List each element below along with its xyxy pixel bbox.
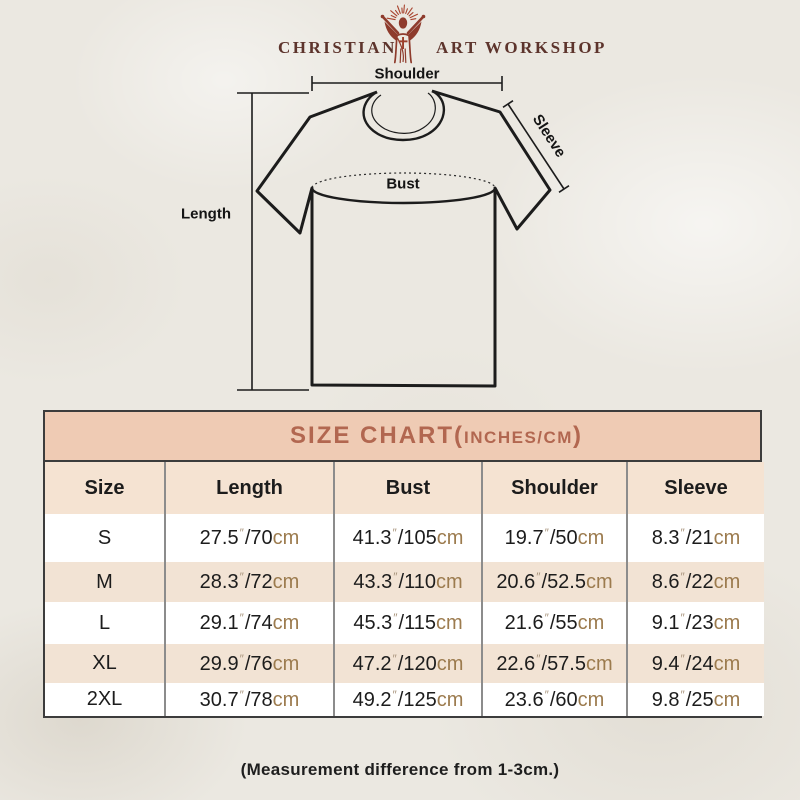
measurement-cell: 22.6″/57.5cm	[481, 644, 627, 683]
measurement-cell: 49.2″/125cm	[333, 683, 482, 716]
measurement-note: (Measurement difference from 1-3cm.)	[240, 760, 560, 779]
size-cell: S	[97, 526, 112, 549]
col-header-size: Size	[45, 462, 165, 514]
size-cell: L	[98, 611, 111, 634]
col-header-shoulder: Shoulder	[481, 462, 627, 514]
measurement-cell: 8.3″/21cm	[626, 514, 764, 562]
size-cell: 2XL	[86, 688, 123, 710]
measurement-cell: 19.7″/50cm	[481, 514, 627, 562]
col-header-length: Length	[164, 462, 334, 514]
measurement-cell: 47.2″/120cm	[333, 644, 482, 683]
brand-header: CHRISTIAN	[0, 0, 800, 70]
shoulder-label: Shoulder	[374, 65, 440, 83]
size-chart-title-text: SIZE CHART	[290, 422, 455, 449]
measurement-cell: 45.3″/115cm	[333, 602, 482, 644]
col-header-bust: Bust	[333, 462, 482, 514]
table-row: S 27.5″/70cm 41.3″/105cm 19.7″/50cm 8.3″…	[45, 514, 764, 562]
length-label: Length	[181, 205, 231, 223]
size-chart-title: SIZE CHART(INCHES/CM)	[45, 412, 760, 462]
table-row: L 29.1″/74cm 45.3″/115cm 21.6″/55cm 9.1″…	[45, 602, 764, 644]
brand-name-right: ART WORKSHOP	[436, 38, 607, 57]
measurement-cell: 29.9″/76cm	[164, 644, 334, 683]
measurement-cell: 41.3″/105cm	[333, 514, 482, 562]
measurement-cell: 9.1″/23cm	[626, 602, 764, 644]
measurement-cell: 28.3″/72cm	[164, 562, 334, 602]
table-row: M 28.3″/72cm 43.3″/110cm 20.6″/52.5cm 8.…	[45, 562, 764, 602]
table-row: XL 29.9″/76cm 47.2″/120cm 22.6″/57.5cm 9…	[45, 644, 764, 683]
measurement-cell: 9.8″/25cm	[626, 683, 764, 716]
measurement-cell: 20.6″/52.5cm	[481, 562, 627, 602]
table-header-row: Size Length Bust Shoulder Sleeve	[45, 462, 764, 514]
measurement-cell: 8.6″/22cm	[626, 562, 764, 602]
size-cell: M	[96, 570, 113, 593]
measurement-cell: 27.5″/70cm	[164, 514, 334, 562]
sleeve-label: Sleeve	[528, 111, 570, 161]
size-table: Size Length Bust Shoulder Sleeve S 27.5″…	[45, 462, 764, 716]
size-chart-unit: INCHES/CM	[464, 428, 573, 447]
table-row: 2XL 30.7″/78cm 49.2″/125cm 23.6″/60cm 9.…	[45, 683, 764, 716]
jesus-with-rays-icon	[380, 4, 426, 64]
measurement-cell: 30.7″/78cm	[164, 683, 334, 716]
size-chart: SIZE CHART(INCHES/CM) Size Length Bust S…	[43, 410, 764, 718]
measurement-cell: 23.6″/60cm	[481, 683, 627, 716]
col-header-sleeve: Sleeve	[626, 462, 764, 514]
bust-label: Bust	[386, 175, 420, 193]
measurement-cell: 21.6″/55cm	[481, 602, 627, 644]
measurement-cell: 9.4″/24cm	[626, 644, 764, 683]
brand-name-left: CHRISTIAN	[278, 38, 397, 57]
size-cell: XL	[92, 652, 117, 674]
measurement-cell: 43.3″/110cm	[333, 562, 482, 602]
measurement-cell: 29.1″/74cm	[164, 602, 334, 644]
